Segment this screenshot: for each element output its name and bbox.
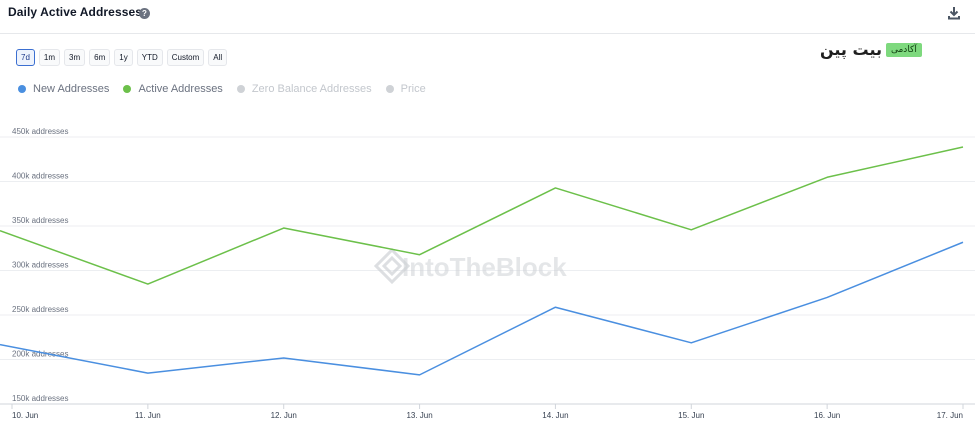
header: Daily Active Addresses ? — [0, 0, 975, 34]
brand-tag: آکادمی — [885, 42, 922, 57]
series — [0, 146, 964, 376]
range-button[interactable]: 3m — [64, 49, 86, 66]
legend-label: Zero Balance Addresses — [251, 83, 372, 95]
legend-label: Price — [400, 83, 426, 95]
range-selector: 7d 1m 3m 6m 1y YTD Custom All — [16, 49, 228, 66]
range-button[interactable]: Custom — [166, 49, 205, 66]
x-tick-label: 16. Jun — [814, 411, 840, 420]
y-tick-label: 400k addresses — [12, 172, 68, 181]
x-tick-label: 10. Jun — [12, 411, 38, 420]
brand-name: بیت پین — [820, 40, 882, 59]
y-tick-label: 450k addresses — [12, 127, 68, 136]
range-button[interactable]: 7d — [16, 49, 35, 66]
x-tick-label: 15. Jun — [678, 411, 704, 420]
legend-item[interactable]: Zero Balance Addresses — [236, 83, 372, 95]
x-tick-label: 17. Jun — [937, 411, 963, 420]
y-tick-label: 150k addresses — [12, 394, 68, 403]
y-tick-label: 250k addresses — [12, 305, 68, 314]
x-tick-label: 11. Jun — [135, 411, 161, 420]
range-button[interactable]: YTD — [136, 49, 163, 66]
brand-watermark: بیت پین آکادمی — [820, 40, 922, 59]
watermark-text: IntoTheBlock — [402, 252, 567, 282]
range-button[interactable]: 6m — [89, 49, 111, 66]
y-tick-label: 200k addresses — [12, 350, 68, 359]
legend-label: New Addresses — [33, 83, 110, 95]
x-tick-label: 12. Jun — [271, 411, 297, 420]
legend-dot-icon — [123, 85, 132, 93]
y-tick-label: 350k addresses — [12, 216, 68, 225]
series-line[interactable] — [0, 241, 964, 376]
legend-item[interactable]: Active Addresses — [123, 83, 223, 95]
legend-label: Active Addresses — [138, 83, 223, 95]
help-icon[interactable]: ? — [139, 8, 150, 19]
legend-item[interactable]: Price — [385, 83, 426, 95]
x-tick-label: 14. Jun — [542, 411, 568, 420]
series-line[interactable] — [0, 146, 964, 285]
x-axis: 10. Jun 11. Jun 12. Jun 13. Jun 14. Jun 15. J… — [0, 403, 975, 420]
x-tick-label: 13. Jun — [406, 411, 432, 420]
legend-dot-icon — [18, 85, 26, 93]
y-tick-label: 300k addresses — [12, 261, 68, 270]
legend-dot-icon — [385, 85, 394, 93]
legend-dot-icon — [236, 85, 245, 93]
download-icon[interactable] — [946, 5, 962, 21]
legend-item[interactable]: New Addresses — [18, 83, 109, 95]
range-button[interactable]: 1y — [114, 49, 133, 66]
legend: New Addresses Active Addresses Zero Balanc… — [18, 83, 426, 95]
range-button[interactable]: All — [208, 49, 228, 66]
watermark-logo-icon — [373, 247, 411, 285]
page-title: Daily Active Addresses — [8, 5, 143, 19]
range-button[interactable]: 1m — [38, 49, 61, 66]
